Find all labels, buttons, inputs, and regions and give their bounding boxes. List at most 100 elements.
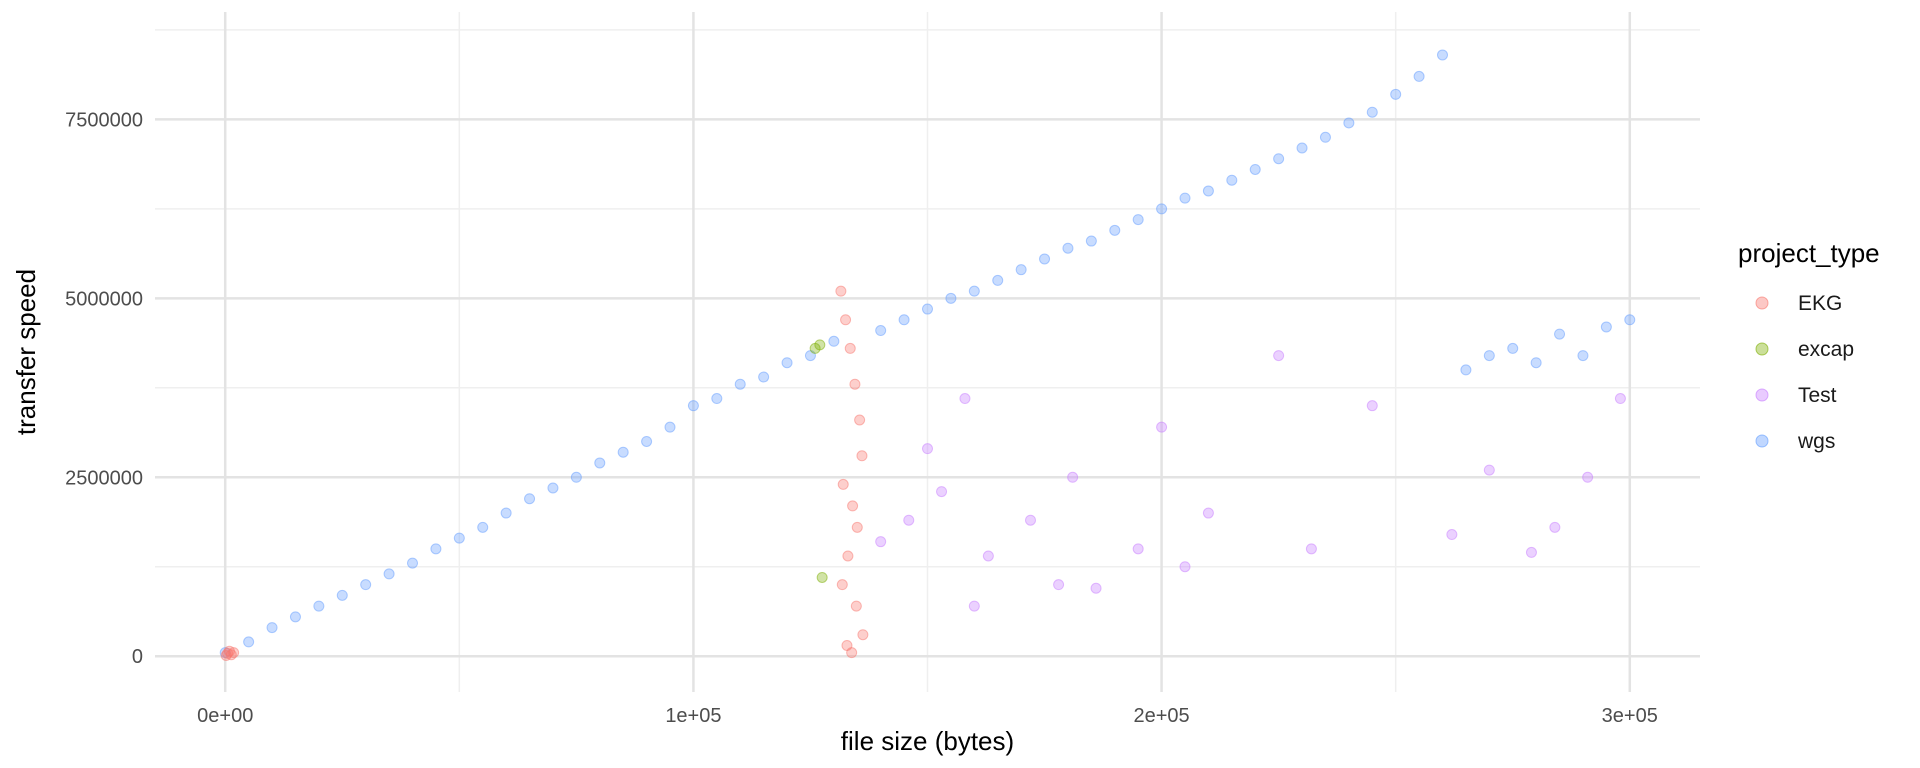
x-axis-ticks: 0e+00 1e+05 2e+05 3e+05 <box>197 705 1658 727</box>
point-wgs <box>1577 350 1589 362</box>
point-ekg <box>850 600 862 612</box>
point-test <box>1156 421 1168 433</box>
point-wgs <box>1226 174 1238 186</box>
point-ekg <box>857 629 869 641</box>
point-ekg <box>836 579 848 591</box>
point-wgs <box>1085 235 1097 247</box>
point-wgs <box>734 378 746 390</box>
point-test <box>982 550 994 562</box>
point-ekg <box>854 414 866 426</box>
point-test <box>903 514 915 526</box>
series-excap <box>809 339 828 583</box>
point-wgs <box>243 636 255 648</box>
point-wgs <box>1530 357 1542 369</box>
y-tick-label: 7500000 <box>65 109 143 131</box>
y-tick-label: 0 <box>132 646 143 668</box>
point-test <box>1614 393 1626 405</box>
x-tick-label: 0e+00 <box>197 705 253 727</box>
point-test <box>1067 471 1079 483</box>
point-ekg <box>856 450 868 462</box>
point-wgs <box>711 393 723 405</box>
point-test <box>1549 521 1561 533</box>
point-wgs <box>1062 242 1074 254</box>
point-ekg <box>835 285 847 297</box>
point-wgs <box>1319 131 1331 143</box>
point-test <box>1483 464 1495 476</box>
point-wgs <box>828 335 840 347</box>
legend-item-wgs: wgs <box>1755 430 1835 453</box>
point-wgs <box>1179 192 1191 204</box>
point-wgs <box>453 532 465 544</box>
point-test <box>1090 582 1102 594</box>
point-test <box>1366 400 1378 412</box>
series-wgs <box>219 49 1636 659</box>
legend: EKG excap Test wgs <box>1755 292 1854 453</box>
point-wgs <box>477 521 489 533</box>
legend-label: excap <box>1798 338 1854 361</box>
point-wgs <box>1249 163 1261 175</box>
point-wgs <box>1390 88 1402 100</box>
legend-label: wgs <box>1797 430 1835 453</box>
legend-swatch <box>1755 296 1769 310</box>
legend-item-test: Test <box>1755 384 1837 407</box>
point-wgs <box>1109 224 1121 236</box>
point-wgs <box>641 435 653 447</box>
point-test <box>1025 514 1036 526</box>
y-axis-title: transfer speed <box>11 269 41 435</box>
point-test <box>1053 579 1065 591</box>
point-test <box>1273 350 1285 362</box>
point-wgs <box>1437 49 1448 61</box>
point-wgs <box>360 579 372 591</box>
point-wgs <box>1273 153 1285 165</box>
point-test <box>936 486 948 498</box>
point-wgs <box>1413 70 1425 82</box>
legend-swatch <box>1755 342 1769 356</box>
point-ekg <box>846 647 858 659</box>
point-wgs <box>1554 328 1566 340</box>
point-test <box>1582 471 1594 483</box>
point-wgs <box>1039 253 1051 265</box>
point-test <box>968 600 980 612</box>
legend-item-ekg: EKG <box>1755 292 1842 315</box>
point-wgs <box>1015 264 1027 276</box>
point-wgs <box>1507 342 1519 354</box>
point-ekg <box>837 478 849 490</box>
point-ekg <box>844 342 856 354</box>
points <box>219 49 1636 661</box>
point-wgs <box>289 611 301 623</box>
point-wgs <box>664 421 676 433</box>
point-wgs <box>687 400 699 412</box>
point-wgs <box>617 446 629 458</box>
point-wgs <box>1624 314 1636 326</box>
point-wgs <box>1366 106 1378 118</box>
point-wgs <box>500 507 512 519</box>
point-wgs <box>1483 350 1495 362</box>
point-wgs <box>781 357 793 369</box>
legend-title: project_type <box>1738 238 1880 268</box>
series-test <box>875 350 1626 612</box>
point-wgs <box>875 325 887 337</box>
point-wgs <box>524 493 536 505</box>
x-tick-label: 2e+05 <box>1134 705 1190 727</box>
y-tick-label: 2500000 <box>65 467 143 489</box>
point-wgs <box>1600 321 1612 333</box>
point-wgs <box>1460 364 1472 376</box>
point-ekg <box>847 500 859 512</box>
point-wgs <box>547 482 559 494</box>
point-wgs <box>407 557 418 569</box>
point-test <box>1446 529 1458 541</box>
point-ekg <box>842 550 854 562</box>
point-ekg <box>849 378 861 390</box>
point-wgs <box>1132 214 1144 226</box>
point-wgs <box>922 303 933 315</box>
legend-label: EKG <box>1798 292 1842 315</box>
point-wgs <box>1156 203 1168 215</box>
point-test <box>922 443 933 455</box>
x-tick-label: 1e+05 <box>665 705 721 727</box>
x-tick-label: 3e+05 <box>1602 705 1658 727</box>
point-wgs <box>1343 117 1355 129</box>
point-wgs <box>945 292 957 304</box>
point-wgs <box>594 457 606 469</box>
point-ekg <box>851 521 863 533</box>
point-wgs <box>992 274 1004 286</box>
